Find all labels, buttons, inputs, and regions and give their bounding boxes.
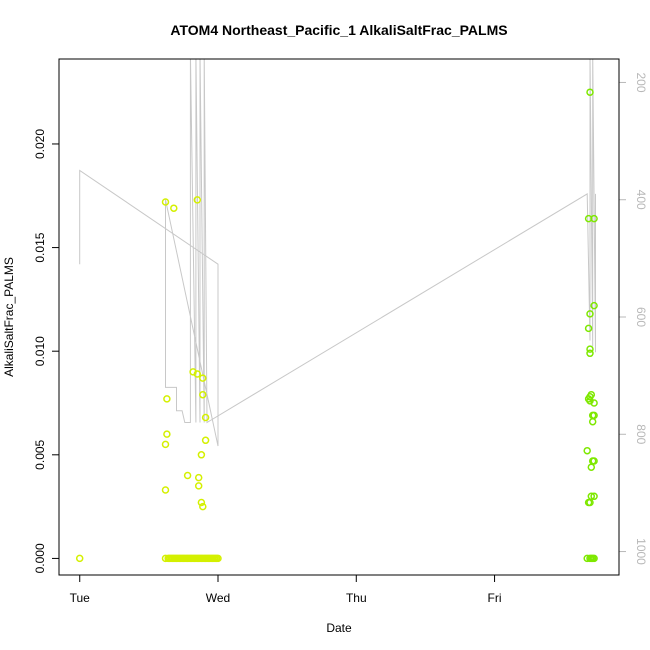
- data-point: [170, 204, 178, 212]
- data-point: [586, 349, 594, 358]
- x-tick-label: Fri: [488, 591, 502, 605]
- y2-tick-label: 800: [634, 424, 648, 444]
- y-tick-label: 0.015: [33, 232, 47, 262]
- x-axis-label: Date: [326, 621, 352, 635]
- data-point: [197, 451, 206, 459]
- altitude-line: [79, 59, 596, 447]
- data-point: [163, 395, 171, 403]
- data-point: [590, 214, 598, 223]
- data-point: [586, 345, 594, 353]
- data-point: [161, 440, 170, 449]
- data-point: [193, 196, 202, 204]
- data-point: [199, 502, 207, 511]
- y-tick-label: 0.000: [33, 543, 47, 573]
- data-point: [584, 324, 593, 333]
- data-point: [163, 430, 171, 438]
- data-point: [586, 88, 594, 96]
- y2-tick-label: 1000: [634, 538, 648, 565]
- data-point: [201, 413, 210, 422]
- chart-title: ATOM4 Northeast_Pacific_1 AlkaliSaltFrac…: [170, 22, 507, 38]
- data-point: [194, 473, 203, 482]
- data-point: [197, 498, 206, 507]
- data-point: [590, 554, 598, 563]
- data-point: [199, 374, 207, 382]
- y-tick-label: 0.020: [33, 129, 47, 159]
- x-tick-label: Tue: [70, 591, 91, 605]
- data-point: [194, 482, 203, 490]
- data-point: [590, 457, 598, 465]
- data-point: [75, 554, 84, 563]
- plot-frame: [58, 58, 620, 576]
- data-point: [199, 390, 207, 399]
- data-point: [586, 310, 594, 318]
- x-tick-label: Wed: [206, 591, 230, 605]
- y-tick-label: 0.005: [33, 439, 47, 469]
- altitude-line-layer: [79, 59, 596, 447]
- y-axis-label: AlkaliSaltFrac_PALMS: [2, 257, 16, 377]
- data-point: [161, 198, 170, 206]
- data-point: [183, 471, 192, 480]
- data-point: [590, 411, 598, 420]
- data-point: [161, 486, 170, 494]
- y2-tick-label: 400: [634, 190, 648, 210]
- y2-tick-label: 200: [634, 72, 648, 92]
- data-point: [590, 399, 598, 407]
- data-point: [590, 492, 598, 501]
- y-tick-label: 0.010: [33, 336, 47, 366]
- data-point: [583, 446, 591, 455]
- y2-tick-label: 600: [634, 307, 648, 327]
- data-point: [193, 370, 202, 378]
- x-tick-label: Thu: [346, 591, 367, 605]
- data-point: [214, 554, 222, 563]
- data-point: [201, 436, 210, 445]
- data-point: [590, 301, 598, 310]
- data-point: [587, 492, 596, 501]
- data-point: [587, 390, 596, 399]
- points-layer: [75, 88, 598, 563]
